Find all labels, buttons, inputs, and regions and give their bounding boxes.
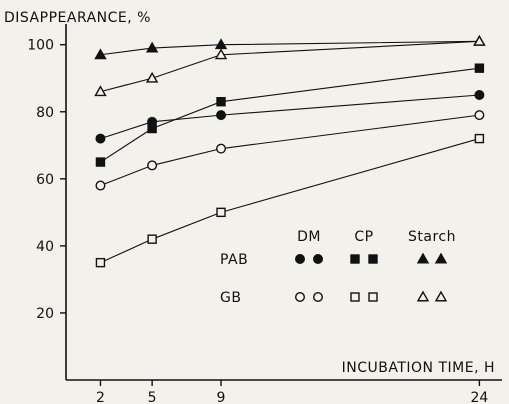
data-point-pab-dm bbox=[95, 133, 106, 144]
x-axis-label: INCUBATION TIME, H bbox=[342, 360, 495, 376]
legend-marker-gb-dm bbox=[313, 292, 324, 303]
data-point-pab-starch bbox=[214, 38, 228, 50]
legend-col-dm: DM bbox=[297, 229, 321, 245]
data-point-pab-dm bbox=[216, 110, 227, 121]
x-tick-label: 5 bbox=[148, 390, 157, 404]
y-tick-label: 20 bbox=[36, 306, 54, 322]
legend-marker-gb-cp bbox=[350, 292, 360, 302]
legend-marker-pab-starch bbox=[434, 252, 448, 264]
series-lines bbox=[100, 40, 480, 264]
data-point-gb-cp bbox=[147, 234, 157, 244]
data-point-pab-starch bbox=[94, 48, 107, 60]
data-point-pab-dm bbox=[474, 89, 485, 100]
y-tick-label: 80 bbox=[36, 105, 54, 121]
data-point-pab-starch bbox=[145, 41, 159, 53]
legend-marker-pab-cp bbox=[350, 254, 360, 264]
legend-marker-pab-cp bbox=[368, 254, 378, 264]
data-point-gb-dm bbox=[474, 110, 485, 121]
legend-marker-pab-starch bbox=[416, 252, 430, 264]
legend-markers bbox=[295, 252, 448, 303]
data-point-pab-cp bbox=[216, 97, 226, 107]
series-line-gb-starch bbox=[100, 40, 480, 93]
data-point-gb-dm bbox=[216, 143, 227, 154]
data-point-gb-starch bbox=[94, 85, 107, 97]
legend-marker-gb-starch bbox=[434, 290, 448, 302]
data-point-gb-cp bbox=[474, 133, 485, 144]
legend-row-gb: GB bbox=[220, 290, 241, 306]
x-tick-label: 24 bbox=[470, 390, 488, 404]
data-point-pab-dm bbox=[147, 116, 158, 127]
x-tick-label: 2 bbox=[96, 390, 105, 404]
series-line-gb-dm bbox=[100, 114, 480, 187]
series-line-gb-cp bbox=[100, 138, 480, 264]
series-line-pab-dm bbox=[100, 94, 480, 140]
legend-marker-gb-dm bbox=[295, 292, 306, 303]
y-ticks: 20 40 60 80 100 bbox=[27, 38, 66, 322]
x-ticks: 2 5 9 24 bbox=[96, 380, 488, 404]
legend-col-starch: Starch bbox=[408, 229, 456, 245]
y-tick-label: 40 bbox=[36, 239, 54, 255]
y-tick-label: 100 bbox=[27, 38, 54, 54]
series-line-pab-starch bbox=[100, 40, 480, 56]
legend-marker-pab-dm bbox=[313, 253, 324, 264]
data-point-gb-cp bbox=[95, 257, 106, 268]
legend-col-cp: CP bbox=[354, 229, 373, 245]
data-point-pab-cp bbox=[95, 157, 106, 167]
legend-marker-pab-dm bbox=[295, 253, 306, 264]
series-line-pab-cp bbox=[100, 67, 480, 163]
data-point-gb-starch bbox=[214, 48, 228, 60]
data-point-pab-cp bbox=[474, 63, 485, 73]
legend-marker-gb-starch bbox=[416, 290, 430, 302]
legend-marker-gb-cp bbox=[368, 292, 378, 302]
y-axis-label: DISAPPEARANCE, % bbox=[4, 10, 151, 26]
data-point-gb-starch bbox=[473, 34, 486, 46]
data-point-gb-dm bbox=[95, 180, 106, 191]
data-point-gb-dm bbox=[147, 160, 158, 171]
legend-row-pab: PAB bbox=[220, 252, 248, 268]
y-tick-label: 60 bbox=[36, 172, 54, 188]
legend: DM CP Starch PAB GB bbox=[220, 229, 456, 306]
data-point-gb-cp bbox=[216, 207, 226, 218]
x-tick-label: 9 bbox=[217, 390, 226, 404]
data-point-gb-starch bbox=[145, 71, 159, 83]
series-markers bbox=[94, 34, 486, 268]
